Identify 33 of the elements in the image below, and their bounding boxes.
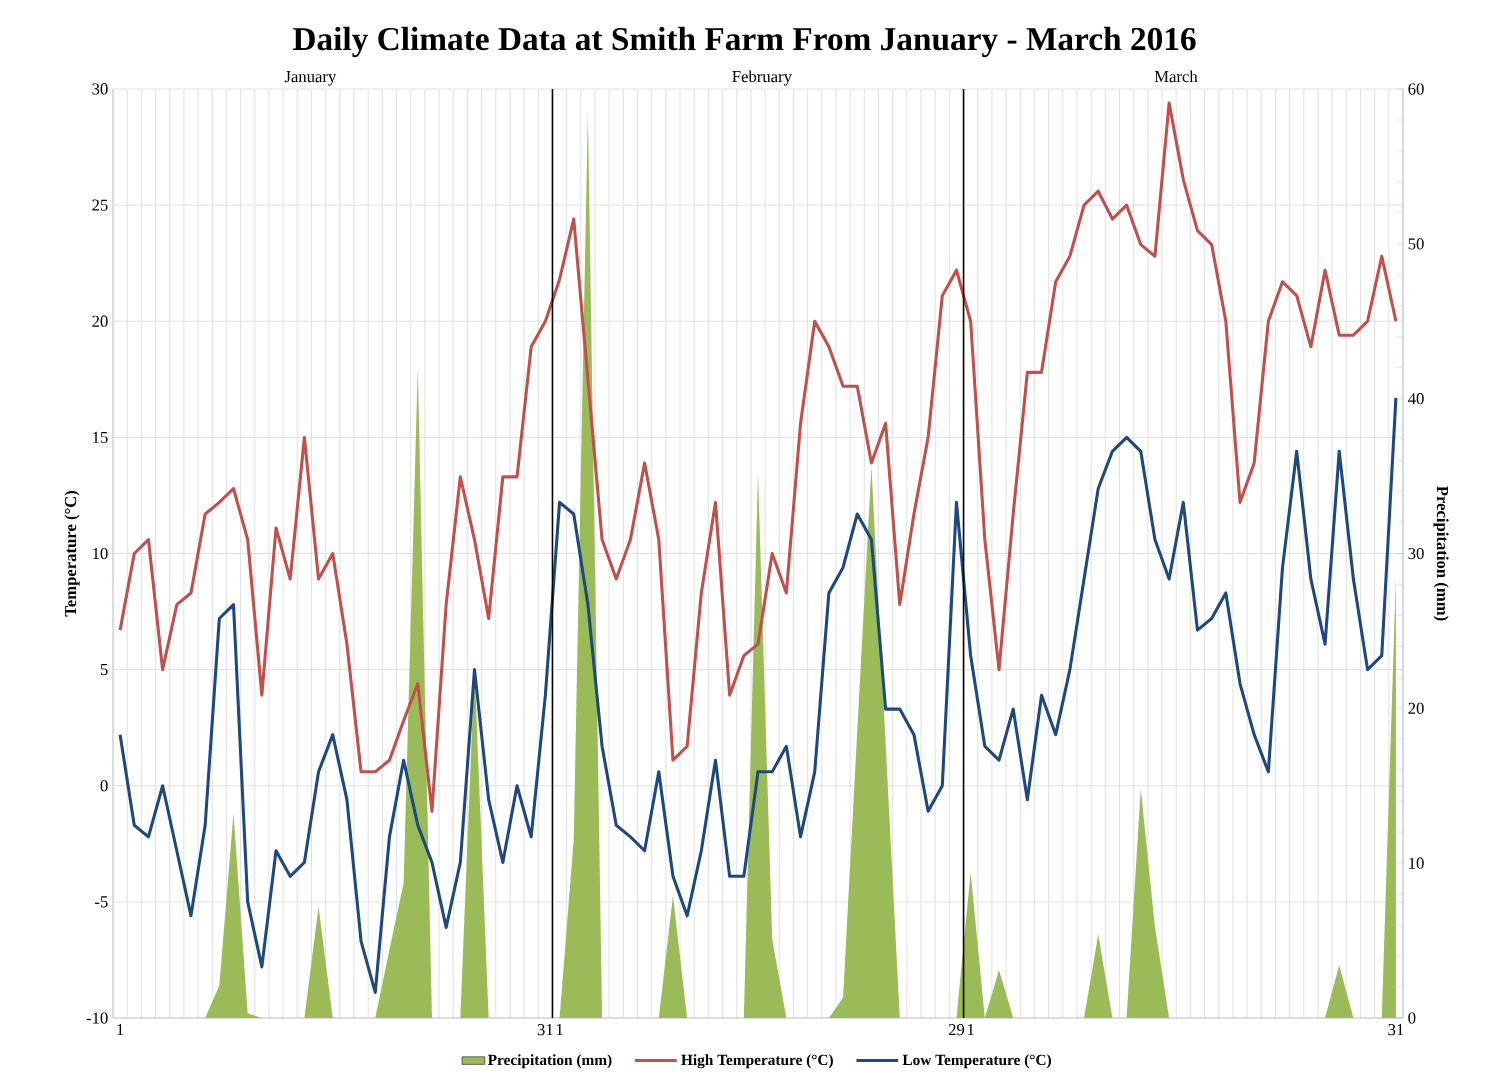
x-tick-label: 1 [967, 1024, 974, 1036]
legend-label: Precipitation (mm) [487, 1054, 612, 1069]
y2-tick-label: 30 [1408, 547, 1424, 560]
y2-tick-label: 10 [1409, 857, 1424, 869]
x-tick-label: 31 [1388, 1024, 1404, 1036]
text: January [284, 71, 337, 86]
y-tick-label: 0 [100, 780, 108, 792]
y-tick-label: 15 [93, 431, 108, 443]
y2-tick-label: 0 [1408, 1012, 1416, 1024]
text: February [732, 70, 792, 86]
y2-tick-label: 60 [1408, 83, 1424, 95]
line-series [118, 101, 1398, 813]
y-tick-label: -5 [95, 896, 108, 908]
y-tick-label: 20 [92, 315, 108, 327]
chart-title: Daily Climate Data at Smith Farm From January - March 2016 [292, 26, 1196, 58]
legend-label: Low Temperature (°C) [902, 1054, 1051, 1069]
x-tick-label: 31 [537, 1024, 553, 1036]
text: March [1154, 70, 1198, 83]
y-tick-label: 5 [100, 664, 108, 676]
y-tick-label: 25 [92, 199, 108, 211]
y2-tick-label: 20 [1408, 702, 1424, 714]
y2-tick-label: 40 [1408, 393, 1424, 405]
y-tick-label: 10 [93, 547, 108, 560]
legend-label: High Temperature (°C) [681, 1054, 833, 1069]
x-tick-label: 29 [948, 1024, 965, 1036]
y-axis-title: Temperature (°C) [64, 490, 80, 617]
line-series [118, 396, 1398, 994]
x-tick-label: 1 [556, 1024, 563, 1036]
y2-tick-label: 50 [1408, 238, 1424, 250]
y-tick-label: -10 [86, 1012, 108, 1024]
y-tick-label: 30 [92, 83, 108, 95]
x-tick-label: 1 [117, 1024, 124, 1036]
y2-axis-title: Precipitation (mm) [1433, 486, 1449, 621]
